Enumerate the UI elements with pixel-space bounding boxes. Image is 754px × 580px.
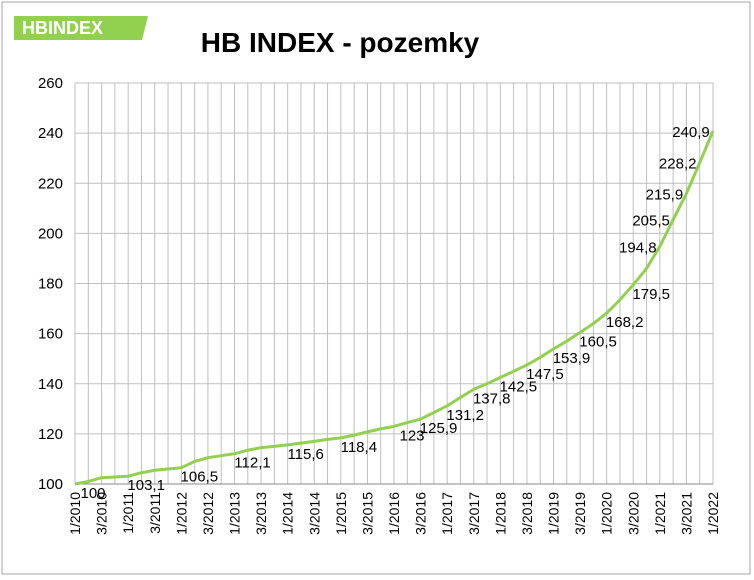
x-tick-label: 1/2019	[546, 492, 562, 535]
data-label: 142,5	[500, 378, 538, 395]
data-label: 215,9	[646, 187, 684, 204]
y-tick-label: 160	[38, 326, 63, 343]
x-tick-label: 1/2017	[439, 492, 455, 535]
x-tick-label: 3/2015	[359, 492, 375, 535]
data-label: 228,2	[659, 156, 697, 173]
x-tick-label: 1/2010	[67, 492, 83, 535]
x-tick-label: 1/2011	[120, 492, 136, 534]
data-label: 118,4	[341, 439, 377, 456]
data-label: 153,9	[553, 350, 591, 367]
data-label: 123	[399, 427, 424, 444]
y-tick-label: 240	[38, 125, 63, 142]
logo-badge	[14, 16, 148, 40]
y-tick-label: 200	[38, 225, 63, 242]
y-tick-label: 220	[38, 175, 63, 192]
x-tick-label: 3/2017	[466, 492, 482, 535]
x-tick-label: 1/2013	[227, 492, 243, 535]
data-label: 103,1	[127, 477, 165, 494]
x-tick-label: 3/2014	[306, 492, 322, 535]
data-label: 137,8	[473, 390, 511, 407]
data-label: 205,5	[632, 213, 670, 230]
x-tick-label: 1/2021	[652, 492, 668, 535]
x-tick-label: 1/2018	[492, 492, 508, 535]
chart-title: HB INDEX - pozemky	[201, 27, 480, 58]
line	[74, 130, 715, 486]
x-tick-label: 3/2012	[200, 492, 216, 535]
x-tick-label: 1/2020	[599, 492, 615, 535]
data-label: 240,9	[672, 124, 710, 141]
y-tick-label: 260	[38, 75, 63, 92]
x-tick-label: 3/2016	[413, 492, 429, 535]
x-tick-label: 3/2013	[253, 492, 269, 535]
data-label: 168,2	[606, 314, 644, 331]
x-tick-label: 3/2019	[572, 492, 588, 535]
x-tick-label: 3/2021	[678, 492, 694, 535]
data-label: 106,5	[181, 469, 219, 486]
data-label: 194,8	[619, 239, 657, 256]
x-tick-label: 3/2018	[519, 492, 535, 535]
y-tick-label: 100	[38, 476, 63, 493]
y-tick-label: 120	[38, 426, 63, 443]
logo: HBINDEX	[22, 18, 103, 38]
data-label: 100	[80, 485, 105, 502]
x-tick-label: 3/2020	[625, 492, 641, 535]
x-tick-label: 1/2015	[333, 492, 349, 535]
data-label: 112,1	[234, 455, 270, 472]
x-tick-label: 1/2016	[386, 492, 402, 535]
y-tick-label: 180	[38, 276, 63, 293]
data-label: 179,5	[632, 286, 670, 303]
y-tick-label: 140	[38, 376, 63, 393]
x-tick-label: 1/2014	[280, 492, 296, 535]
x-tick-label: 3/2010	[94, 492, 110, 535]
x-tick-label: 3/2011	[147, 492, 163, 534]
x-tick-label: 1/2012	[173, 492, 189, 535]
x-tick-label: 1/2022	[705, 492, 721, 535]
data-label: 125,9	[420, 420, 458, 437]
data-label: 160,5	[579, 333, 617, 350]
data-label: 131,2	[446, 407, 484, 424]
data-label: 147,5	[526, 366, 564, 383]
data-label: 115,6	[287, 446, 323, 463]
